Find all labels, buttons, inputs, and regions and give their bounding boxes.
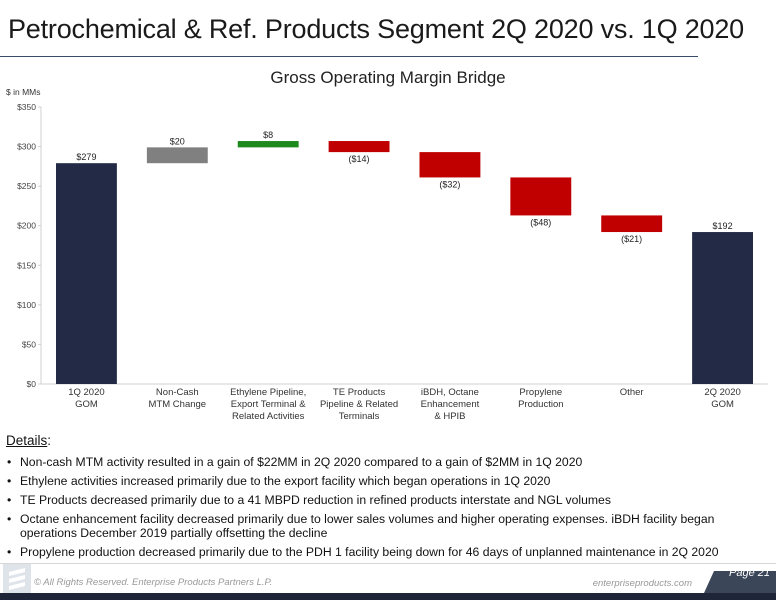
y-tick-label: $350: [17, 102, 36, 112]
website-link[interactable]: enterpriseproducts.com: [592, 578, 692, 589]
x-tick-label-line: MTM Change: [149, 399, 207, 410]
data-label: ($32): [439, 179, 460, 189]
x-tick-label-line: iBDH, Octane: [421, 387, 479, 398]
data-label: ($48): [530, 217, 551, 227]
bar: [328, 141, 390, 153]
data-label: $192: [713, 221, 733, 231]
x-tick-label-line: Export Terminal &: [231, 399, 306, 410]
footer: © All Rights Reserved. Enterprise Produc…: [0, 563, 776, 600]
y-tick-label: $0: [27, 379, 37, 389]
x-tick-label: Propylene Production: [518, 387, 563, 410]
x-tick-label: 2Q 2020 GOM: [704, 387, 740, 410]
x-tick-label-line: Enhancement: [421, 399, 480, 410]
x-tick-label-line: & HPIB: [434, 411, 465, 422]
x-tick-label-line: Pipeline & Related: [320, 399, 398, 410]
details-bullet: Non-cash MTM activity resulted in a gain…: [6, 455, 766, 469]
enterprise-logo-icon: [3, 564, 31, 594]
x-tick-label-line: 2Q 2020: [704, 387, 740, 398]
x-tick-label: Ethylene Pipeline, Export Terminal & Relat…: [230, 387, 306, 422]
details-bullet: Octane enhancement facility decreased pr…: [6, 512, 766, 540]
y-axis-title: $ in MMs: [6, 87, 40, 97]
bar: [146, 147, 208, 164]
y-tick-label: $150: [17, 260, 36, 270]
copyright-text: © All Rights Reserved. Enterprise Produc…: [34, 577, 273, 588]
waterfall-chart: $ in MMs $0 $50 $100 $150 $200 $250 $300 $350 $…: [6, 87, 768, 422]
x-tick-label-line: 1Q 2020: [68, 387, 104, 398]
data-label: $8: [263, 130, 273, 140]
details-colon: :: [47, 433, 52, 448]
x-tick-label: Non-Cash MTM Change: [149, 387, 207, 410]
y-tick-label: $100: [17, 300, 36, 310]
title-divider: [0, 56, 698, 57]
chart-title: Gross Operating Margin Bridge: [270, 68, 506, 87]
x-tick-label-line: Propylene: [519, 387, 562, 398]
bar: [601, 215, 663, 233]
value-labels: $279 $20 $8 ($14) ($32) ($48) ($21) $192: [76, 130, 732, 244]
x-tick-label: Other: [620, 387, 644, 398]
details-list: Non-cash MTM activity resulted in a gain…: [6, 455, 766, 559]
x-tick-label-line: GOM: [75, 399, 98, 410]
x-tick-label-line: Production: [518, 399, 563, 410]
x-tick-label-line: GOM: [711, 399, 734, 410]
y-tick-label: $50: [22, 339, 36, 349]
bar: [237, 141, 299, 148]
details-heading: Details: [6, 433, 48, 448]
details-section: Details: Non-cash MTM activity resulted …: [6, 433, 766, 564]
footer-divider: [0, 563, 776, 564]
bars: [55, 141, 754, 384]
x-tick-label-line: Other: [620, 387, 644, 398]
bottom-bar: [0, 593, 776, 600]
page-number: Page 21: [729, 567, 770, 579]
x-tick-label: TE Products Pipeline & Related Terminals: [320, 387, 398, 422]
data-label: $20: [170, 136, 185, 146]
y-tick-label: $200: [17, 221, 36, 231]
bar: [692, 232, 754, 384]
details-bullet: TE Products decreased primarily due to a…: [6, 493, 766, 507]
slide-title: Petrochemical & Ref. Products Segment 2Q…: [8, 14, 744, 44]
y-tick-label: $250: [17, 181, 36, 191]
y-axis: $0 $50 $100 $150 $200 $250 $300 $350: [17, 102, 768, 389]
page-number-badge: [704, 571, 776, 593]
details-bullet: Propylene production decreased primarily…: [6, 545, 766, 559]
x-tick-label: iBDH, Octane Enhancement & HPIB: [421, 387, 480, 422]
x-tick-label: 1Q 2020 GOM: [68, 387, 104, 410]
x-tick-label-line: Non-Cash: [156, 387, 199, 398]
y-tick-label: $300: [17, 142, 36, 152]
x-tick-label-line: Terminals: [339, 411, 380, 422]
bar: [510, 177, 572, 216]
details-bullet: Ethylene activities increased primarily …: [6, 474, 766, 488]
x-tick-label-line: TE Products: [333, 387, 386, 398]
data-label: ($21): [621, 234, 642, 244]
bar: [419, 152, 481, 178]
data-label: ($14): [349, 154, 370, 164]
x-tick-label-line: Related Activities: [232, 411, 305, 422]
x-tick-label-line: Ethylene Pipeline,: [230, 387, 306, 398]
bar: [55, 163, 117, 384]
data-label: $279: [76, 152, 96, 162]
